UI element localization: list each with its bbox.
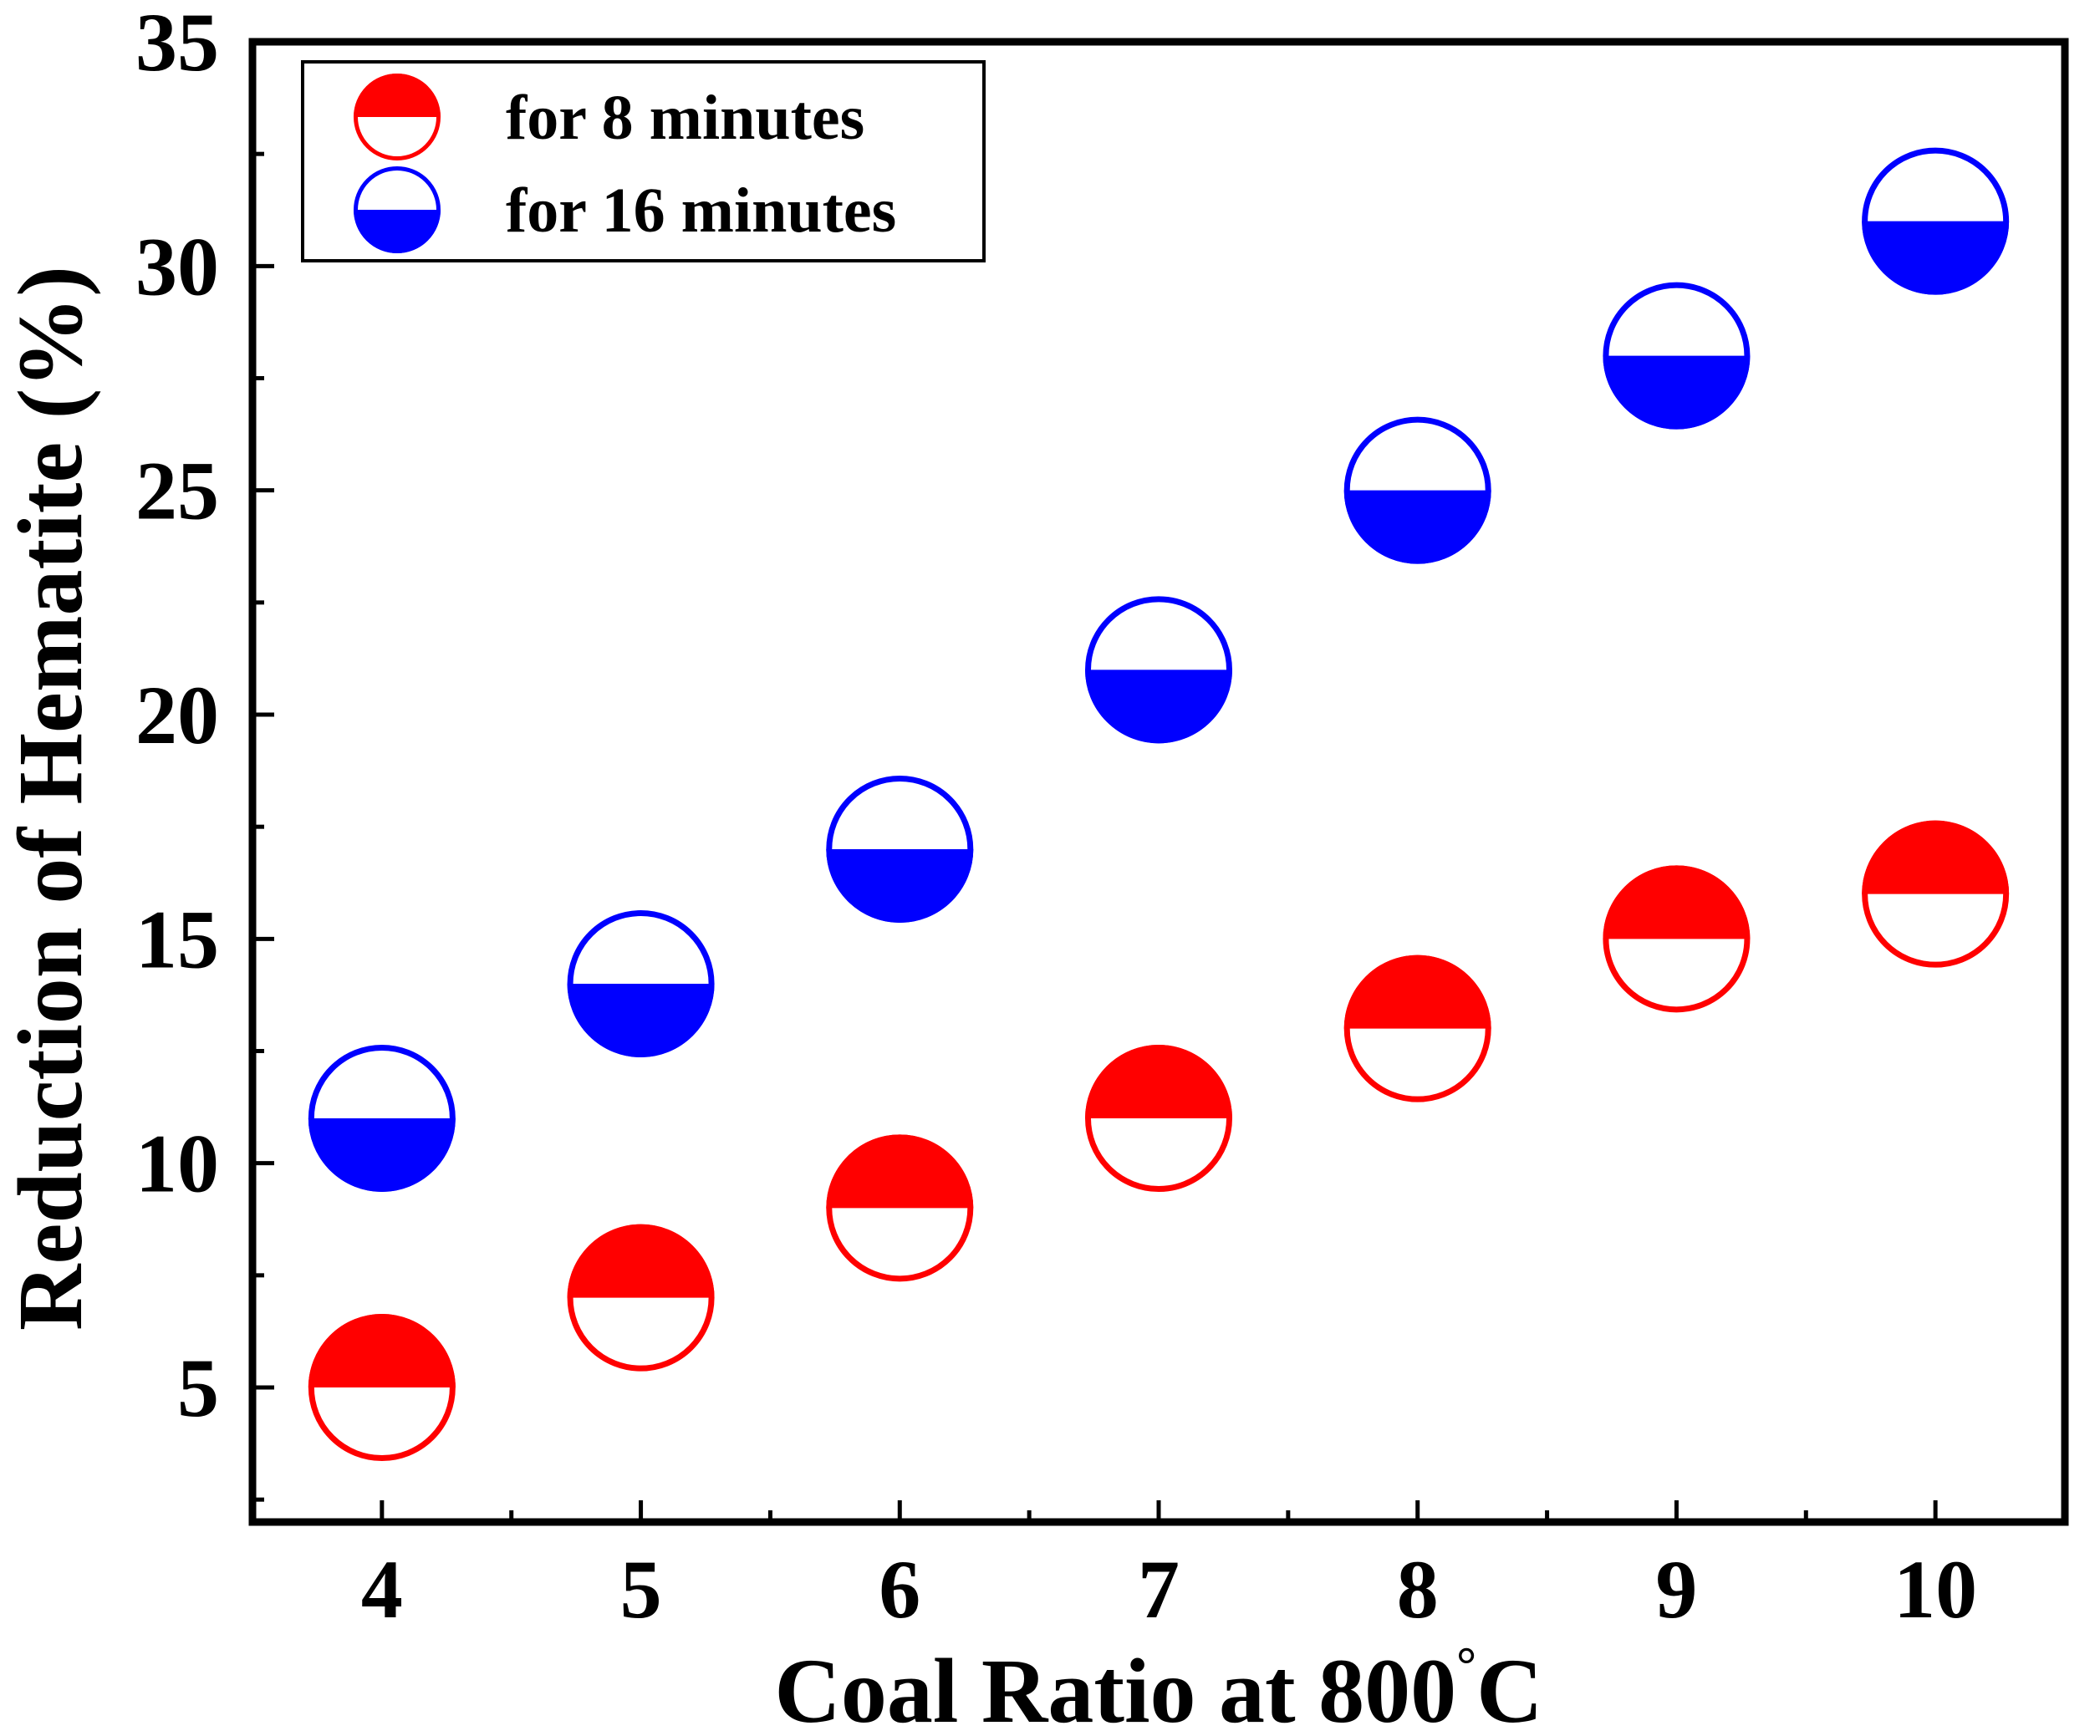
y-tick-label: 15 [135,893,219,985]
marker-outline [1343,955,1491,1102]
marker-outline [1343,416,1491,564]
data-point [308,1314,456,1461]
plot-frame [248,38,2069,1526]
marker-half-fill [826,849,974,923]
y-tick-label: 35 [135,0,219,89]
y-tick-label: 25 [135,445,219,537]
marker-half-fill [1343,490,1491,564]
series-8-minutes [308,820,2010,1461]
axes: 4 5 6 7 8 9 10 5 10 15 20 25 30 35 [135,0,1977,1636]
marker-half-fill [1085,1045,1232,1118]
y-tick-label: 5 [177,1341,219,1434]
legend-marker [354,166,441,253]
x-tick-label: 5 [620,1543,662,1636]
legend-marker [354,74,441,160]
data-point [1343,416,1491,564]
marker-outline [567,1224,715,1372]
x-tick-label: 8 [1397,1543,1439,1636]
marker-half-fill [354,74,441,117]
data-point [308,1045,456,1192]
marker-outline [826,1134,974,1282]
marker-outline [1603,282,1751,430]
x-axis-title-unit: C [1476,1640,1542,1736]
marker-half-fill [1862,820,2010,894]
marker-half-fill [308,1118,456,1192]
x-tick-label: 6 [879,1543,920,1636]
data-point [567,1224,715,1372]
x-tick-label: 10 [1894,1543,1977,1636]
data-point [1603,282,1751,430]
x-axis-title-main: Coal Ratio at 800 [774,1640,1456,1736]
marker-half-fill [1343,955,1491,1029]
marker-half-fill [567,984,715,1057]
marker-half-fill [826,1134,974,1209]
marker-outline [826,776,974,923]
marker-half-fill [1603,355,1751,430]
marker-outline [1603,865,1751,1013]
data-point [1603,865,1751,1013]
data-point [1343,955,1491,1102]
x-tick-label: 4 [361,1543,403,1636]
marker-outline [1862,147,2010,295]
data-point [826,1134,974,1282]
marker-outline [1085,1045,1232,1192]
marker-outline [354,166,441,253]
marker-outline [308,1314,456,1461]
legend-label: for 8 minutes [506,83,864,153]
marker-half-fill [1603,865,1751,939]
series-16-minutes [308,147,2010,1192]
data-point [1862,820,2010,968]
data-point [1085,1045,1232,1192]
marker-outline [1862,820,2010,968]
y-tick-label: 30 [135,220,219,313]
x-axis-title: Coal Ratio at 800°C [774,1637,1542,1736]
marker-half-fill [308,1314,456,1387]
x-axis-title-degree: ° [1456,1637,1476,1693]
marker-outline [1085,596,1232,744]
data-point [826,776,974,923]
marker-outline [567,910,715,1057]
marker-half-fill [1085,669,1232,744]
chart-marks [308,147,2010,1461]
marker-half-fill [1862,221,2010,295]
marker-half-fill [354,210,441,253]
legend-label: for 16 minutes [506,176,896,246]
marker-outline [308,1045,456,1192]
y-axis-title: Reduction of Hematite (%) [0,266,101,1331]
x-tick-label: 7 [1138,1543,1180,1636]
marker-half-fill [567,1224,715,1298]
legend-items: for 8 minutes for 16 minutes [354,74,896,253]
data-point [1085,596,1232,744]
x-tick-label: 9 [1655,1543,1697,1636]
y-tick-label: 20 [135,669,219,761]
data-point [1862,147,2010,295]
data-point [567,910,715,1057]
legend: for 8 minutes for 16 minutes [301,60,986,262]
marker-outline [354,74,441,160]
y-tick-label: 10 [135,1117,219,1210]
